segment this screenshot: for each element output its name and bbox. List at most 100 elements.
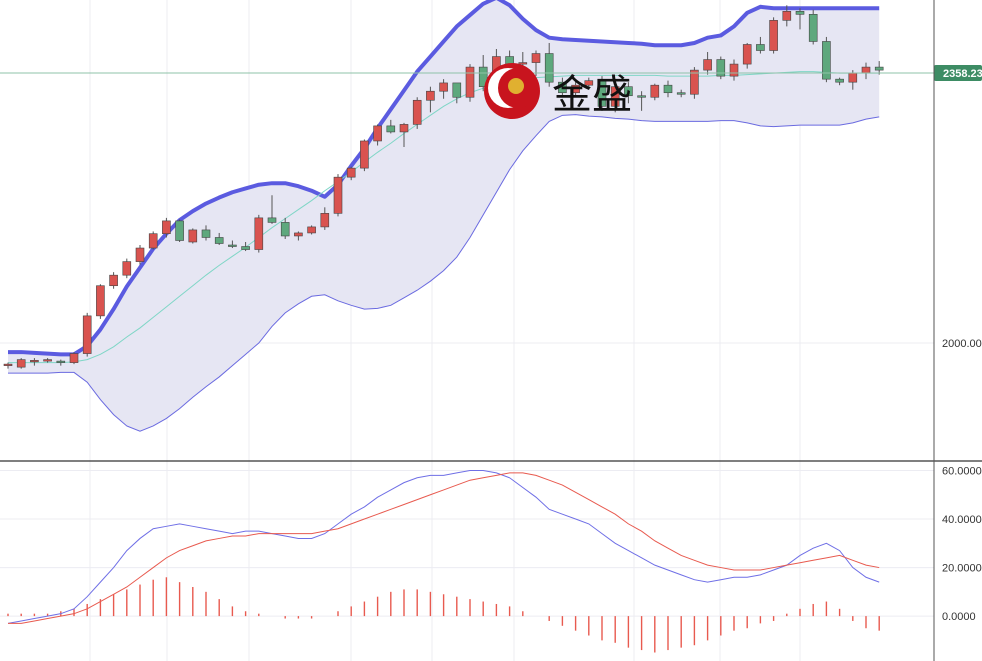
candle-body bbox=[703, 59, 712, 71]
candle-body bbox=[228, 244, 237, 247]
candlestick bbox=[584, 77, 594, 90]
candlestick bbox=[426, 86, 435, 113]
candlestick bbox=[610, 82, 620, 113]
candle-body bbox=[109, 274, 118, 287]
candlestick bbox=[795, 8, 805, 30]
candlestick bbox=[835, 77, 844, 86]
candle-body bbox=[412, 99, 422, 125]
candlestick bbox=[214, 232, 224, 246]
candlestick bbox=[96, 284, 105, 319]
candlestick bbox=[452, 82, 462, 104]
candlestick bbox=[148, 231, 158, 250]
candle-body bbox=[201, 229, 211, 238]
candle-body bbox=[386, 125, 396, 133]
candle-body bbox=[558, 81, 567, 94]
macd-axis-tick-label: 0.0000 bbox=[942, 611, 976, 623]
candlestick bbox=[558, 77, 567, 98]
candle-body bbox=[56, 360, 66, 363]
candlestick bbox=[624, 82, 633, 104]
candlestick bbox=[544, 42, 554, 87]
candlestick bbox=[82, 312, 92, 357]
candlestick bbox=[822, 36, 831, 83]
candle-body bbox=[360, 140, 369, 169]
candlestick bbox=[676, 89, 686, 98]
candle-body bbox=[676, 92, 686, 95]
candlestick bbox=[531, 50, 541, 77]
candlestick bbox=[320, 207, 330, 230]
candlestick bbox=[254, 214, 264, 253]
candle-body bbox=[3, 363, 13, 366]
candle-body bbox=[782, 11, 792, 21]
candle-body bbox=[808, 14, 818, 42]
bollinger-fill bbox=[8, 0, 880, 432]
candle-body bbox=[307, 226, 316, 234]
candlestick bbox=[3, 362, 13, 369]
bollinger-bands bbox=[8, 0, 880, 432]
candle-body bbox=[162, 220, 171, 235]
candle-body bbox=[584, 80, 594, 86]
candle-body bbox=[43, 359, 52, 362]
candlestick bbox=[360, 139, 369, 172]
candle-body bbox=[148, 233, 158, 249]
candlestick bbox=[742, 42, 752, 69]
candlestick bbox=[571, 80, 580, 98]
candlestick bbox=[703, 52, 712, 75]
candle-body bbox=[769, 20, 778, 51]
candlestick bbox=[690, 67, 699, 99]
candlestick bbox=[294, 231, 303, 241]
candle-body bbox=[505, 56, 514, 65]
candlestick bbox=[373, 124, 382, 146]
candlestick bbox=[109, 272, 118, 289]
candle-body bbox=[518, 62, 528, 65]
candlestick bbox=[135, 245, 145, 265]
macd-axis-tick-label: 20.0000 bbox=[942, 563, 982, 575]
candle-body bbox=[294, 232, 303, 237]
candle-body bbox=[280, 222, 290, 237]
candle-body bbox=[82, 315, 92, 354]
candle-body bbox=[96, 285, 105, 317]
candle-body bbox=[756, 44, 765, 51]
candle-body bbox=[571, 84, 580, 94]
candlestick bbox=[280, 217, 290, 239]
candle-body bbox=[716, 59, 726, 77]
candle-body bbox=[610, 86, 620, 107]
candlestick bbox=[399, 122, 409, 148]
candlestick bbox=[56, 359, 66, 366]
candle-body bbox=[122, 261, 132, 276]
candle-body bbox=[465, 66, 475, 98]
macd-panel bbox=[7, 469, 880, 653]
candlestick bbox=[333, 174, 343, 217]
candle-body bbox=[822, 41, 831, 80]
macd-dif-line bbox=[7, 469, 880, 624]
candlestick bbox=[650, 83, 660, 101]
candle-body bbox=[531, 53, 541, 63]
candle-body bbox=[835, 78, 844, 83]
candle-body bbox=[373, 125, 382, 142]
candle-body bbox=[30, 360, 39, 363]
candlestick bbox=[808, 9, 818, 45]
price-axis: 2000.00 0.0000 20.0000 40.0000 60.0000 bbox=[942, 338, 982, 623]
candlestick bbox=[267, 195, 277, 224]
candlestick bbox=[716, 56, 726, 80]
candle-body bbox=[426, 90, 435, 101]
candlestick bbox=[228, 240, 237, 249]
candlestick bbox=[188, 228, 198, 244]
candle-body bbox=[874, 66, 884, 71]
current-price-label: 2358.23 bbox=[943, 68, 982, 80]
candle-body bbox=[69, 353, 79, 363]
candlestick bbox=[637, 91, 646, 111]
candlestick bbox=[874, 61, 884, 75]
candle-body bbox=[241, 246, 250, 250]
macd-dea-line bbox=[8, 472, 880, 624]
candlestick bbox=[782, 5, 792, 27]
candle-body bbox=[254, 217, 264, 250]
candlestick bbox=[122, 258, 132, 279]
candle-body bbox=[16, 359, 26, 368]
price-axis-tick-label: 2000.00 bbox=[942, 338, 982, 350]
candle-body bbox=[742, 44, 752, 65]
candle-body bbox=[320, 213, 330, 228]
candle-body bbox=[267, 217, 277, 223]
candlestick bbox=[162, 217, 171, 238]
candle-body bbox=[624, 86, 633, 97]
